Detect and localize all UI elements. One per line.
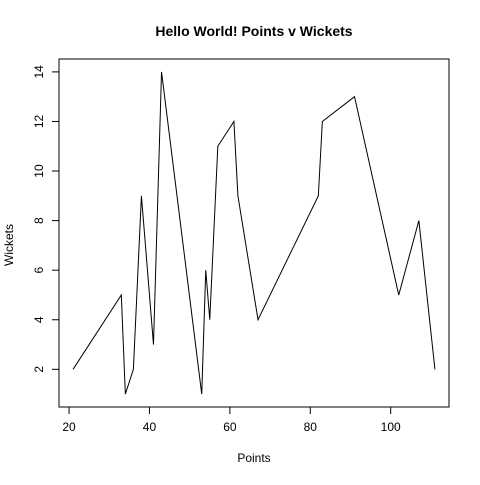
data-point — [125, 394, 126, 395]
y-axis: 2 4 6 8 10 12 14 — [32, 65, 60, 373]
data-point — [141, 195, 142, 196]
data-point — [258, 319, 259, 320]
series-layer — [72, 71, 436, 395]
y-tick-label: 6 — [32, 267, 46, 274]
x-tick-label: 80 — [304, 420, 318, 434]
y-tick-label: 2 — [32, 366, 46, 373]
series-line-0 — [72, 71, 436, 395]
chart-title: Hello World! Points v Wickets — [155, 23, 352, 39]
y-tick-label: 4 — [32, 316, 46, 323]
data-point — [322, 121, 323, 122]
y-tick-label: 10 — [32, 164, 46, 178]
data-point — [201, 394, 202, 395]
x-tick-label: 20 — [62, 420, 76, 434]
data-point — [237, 195, 238, 196]
y-tick-label: 12 — [32, 114, 46, 128]
data-point — [318, 195, 319, 196]
data-point — [209, 319, 210, 320]
data-point — [354, 96, 355, 97]
data-point — [153, 344, 154, 345]
data-point — [161, 71, 162, 72]
x-tick-label: 60 — [223, 420, 237, 434]
data-point — [205, 270, 206, 271]
y-tick-label: 14 — [32, 65, 46, 79]
x-axis: 20 40 60 80 100 — [62, 406, 401, 434]
data-point — [233, 121, 234, 122]
data-point — [418, 220, 419, 221]
data-point — [73, 369, 74, 370]
x-tick-label: 40 — [143, 420, 157, 434]
x-axis-label: Points — [237, 451, 270, 465]
y-axis-label: Wickets — [2, 224, 16, 266]
y-tick-label: 8 — [32, 217, 46, 224]
data-point — [434, 369, 435, 370]
data-point — [121, 294, 122, 295]
data-point — [133, 369, 134, 370]
x-tick-label: 100 — [381, 420, 401, 434]
data-point — [398, 294, 399, 295]
data-point — [217, 146, 218, 147]
